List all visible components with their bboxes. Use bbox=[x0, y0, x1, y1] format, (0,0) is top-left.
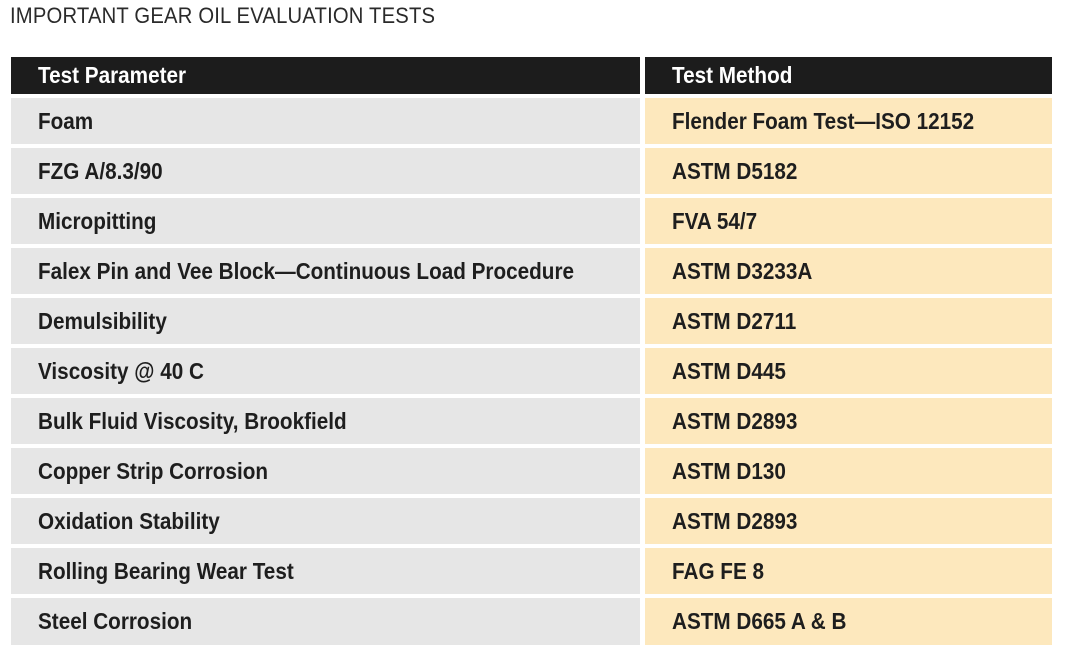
table-row: Steel Corrosion ASTM D665 A & B bbox=[11, 598, 1052, 645]
table-row: Foam Flender Foam Test—ISO 12152 bbox=[11, 98, 1052, 148]
test-parameter-cell: Micropitting bbox=[11, 198, 645, 244]
test-parameter-cell: FZG A/8.3/90 bbox=[11, 148, 645, 194]
table-row: Copper Strip Corrosion ASTM D130 bbox=[11, 448, 1052, 498]
test-method-cell: Flender Foam Test—ISO 12152 bbox=[645, 98, 1052, 144]
evaluation-tests-table: Test Parameter Test Method Foam Flender … bbox=[11, 57, 1052, 645]
table-row: Oxidation Stability ASTM D2893 bbox=[11, 498, 1052, 548]
table-row: Demulsibility ASTM D2711 bbox=[11, 298, 1052, 348]
table-row: Viscosity @ 40 C ASTM D445 bbox=[11, 348, 1052, 398]
test-method-cell: ASTM D445 bbox=[645, 348, 1052, 394]
test-parameter-cell: Oxidation Stability bbox=[11, 498, 645, 544]
table-row: Rolling Bearing Wear Test FAG FE 8 bbox=[11, 548, 1052, 598]
header-test-method: Test Method bbox=[645, 57, 1052, 94]
test-parameter-cell: Foam bbox=[11, 98, 645, 144]
table-row: Bulk Fluid Viscosity, Brookfield ASTM D2… bbox=[11, 398, 1052, 448]
test-method-cell: FAG FE 8 bbox=[645, 548, 1052, 594]
test-method-cell: ASTM D665 A & B bbox=[645, 598, 1052, 645]
table-header-row: Test Parameter Test Method bbox=[11, 57, 1052, 98]
header-test-parameter: Test Parameter bbox=[11, 57, 645, 94]
test-parameter-cell: Copper Strip Corrosion bbox=[11, 448, 645, 494]
test-parameter-cell: Demulsibility bbox=[11, 298, 645, 344]
test-method-cell: ASTM D5182 bbox=[645, 148, 1052, 194]
table-row: Micropitting FVA 54/7 bbox=[11, 198, 1052, 248]
test-method-cell: ASTM D3233A bbox=[645, 248, 1052, 294]
test-method-cell: ASTM D2711 bbox=[645, 298, 1052, 344]
test-parameter-cell: Viscosity @ 40 C bbox=[11, 348, 645, 394]
test-method-cell: ASTM D130 bbox=[645, 448, 1052, 494]
test-parameter-cell: Rolling Bearing Wear Test bbox=[11, 548, 645, 594]
test-method-cell: ASTM D2893 bbox=[645, 498, 1052, 544]
test-method-cell: ASTM D2893 bbox=[645, 398, 1052, 444]
table-row: Falex Pin and Vee Block—Continuous Load … bbox=[11, 248, 1052, 298]
test-parameter-cell: Steel Corrosion bbox=[11, 598, 645, 645]
test-method-cell: FVA 54/7 bbox=[645, 198, 1052, 244]
test-parameter-cell: Falex Pin and Vee Block—Continuous Load … bbox=[11, 248, 645, 294]
test-parameter-cell: Bulk Fluid Viscosity, Brookfield bbox=[11, 398, 645, 444]
page-title: IMPORTANT GEAR OIL EVALUATION TESTS bbox=[10, 3, 436, 28]
table-row: FZG A/8.3/90 ASTM D5182 bbox=[11, 148, 1052, 198]
